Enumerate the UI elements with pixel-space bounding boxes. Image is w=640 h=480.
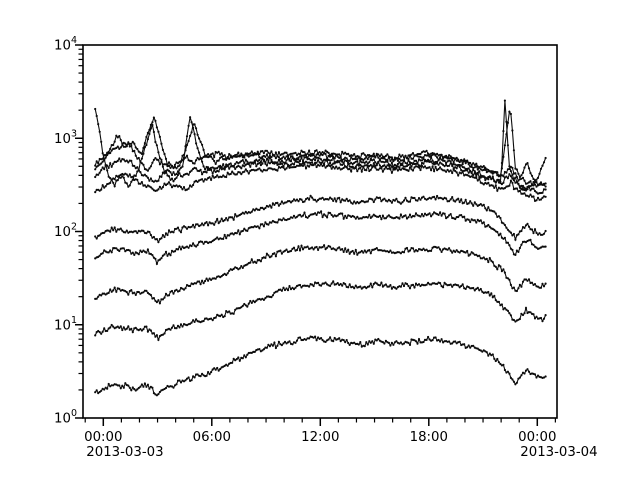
x-tick-label: 18:00 <box>410 430 448 445</box>
y-tick-label: 101 <box>54 315 77 334</box>
x-date-label: 2013-03-03 <box>86 445 163 460</box>
series-trace-05 <box>94 194 547 244</box>
y-tick-label: 104 <box>54 35 77 54</box>
series-trace-03 <box>94 244 547 305</box>
series-trace-09 <box>94 110 547 187</box>
x-date-label: 2013-03-04 <box>520 445 597 460</box>
series-trace-08 <box>94 123 547 188</box>
data-series-group <box>94 99 547 397</box>
y-tick-label: 102 <box>54 222 77 241</box>
y-axis: 100 101 102 103 104 <box>54 35 83 427</box>
series-markers <box>94 123 547 188</box>
series-trace-04 <box>94 210 547 266</box>
series-markers <box>94 156 547 195</box>
series-trace-02 <box>94 280 547 342</box>
x-tick-label: 12:00 <box>301 430 339 445</box>
y-tick-label: 100 <box>54 408 77 427</box>
x-tick-label: 00:00 <box>518 430 556 445</box>
x-tick-label: 06:00 <box>193 430 231 445</box>
x-tick-label: 00:00 <box>84 430 122 445</box>
series-markers <box>94 99 547 192</box>
y-tick-label: 103 <box>54 128 77 147</box>
series-trace-10 <box>94 99 547 192</box>
series-trace-01 <box>94 335 547 397</box>
series-trace-06 <box>94 162 547 202</box>
